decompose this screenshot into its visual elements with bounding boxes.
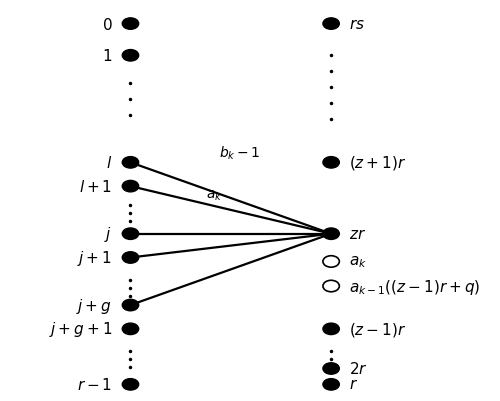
Ellipse shape bbox=[323, 379, 340, 390]
Ellipse shape bbox=[122, 252, 138, 263]
Text: $1$: $1$ bbox=[102, 48, 112, 64]
Ellipse shape bbox=[323, 229, 340, 240]
Text: $a_k$: $a_k$ bbox=[350, 254, 367, 269]
Ellipse shape bbox=[323, 323, 340, 335]
Text: $(z-1)r$: $(z-1)r$ bbox=[350, 320, 407, 338]
Ellipse shape bbox=[122, 300, 138, 311]
Text: $l$: $l$ bbox=[106, 155, 112, 171]
Text: $l+1$: $l+1$ bbox=[79, 179, 112, 194]
Text: $rs$: $rs$ bbox=[350, 18, 366, 32]
Text: $a_{k-1}((z-1)r+q)$: $a_{k-1}((z-1)r+q)$ bbox=[350, 277, 481, 296]
Text: $(z+1)r$: $(z+1)r$ bbox=[350, 154, 407, 172]
Text: $zr$: $zr$ bbox=[350, 227, 366, 241]
Text: $2r$: $2r$ bbox=[350, 360, 368, 377]
Text: $r-1$: $r-1$ bbox=[77, 377, 112, 392]
Ellipse shape bbox=[122, 51, 138, 62]
Text: $j+g+1$: $j+g+1$ bbox=[49, 320, 112, 338]
Ellipse shape bbox=[122, 229, 138, 240]
Ellipse shape bbox=[122, 323, 138, 335]
Ellipse shape bbox=[122, 379, 138, 390]
Text: $j$: $j$ bbox=[104, 225, 112, 243]
Ellipse shape bbox=[122, 181, 138, 192]
Text: $j+g$: $j+g$ bbox=[76, 296, 112, 315]
Text: $a_k$: $a_k$ bbox=[206, 188, 222, 203]
Ellipse shape bbox=[323, 19, 340, 30]
Text: $0$: $0$ bbox=[102, 16, 112, 32]
Ellipse shape bbox=[323, 256, 340, 267]
Ellipse shape bbox=[122, 19, 138, 30]
Ellipse shape bbox=[323, 363, 340, 374]
Text: $j+1$: $j+1$ bbox=[78, 248, 112, 267]
Ellipse shape bbox=[323, 281, 340, 292]
Ellipse shape bbox=[323, 157, 340, 169]
Text: $r$: $r$ bbox=[350, 377, 358, 391]
Ellipse shape bbox=[122, 157, 138, 169]
Text: $b_k - 1$: $b_k - 1$ bbox=[220, 144, 261, 162]
